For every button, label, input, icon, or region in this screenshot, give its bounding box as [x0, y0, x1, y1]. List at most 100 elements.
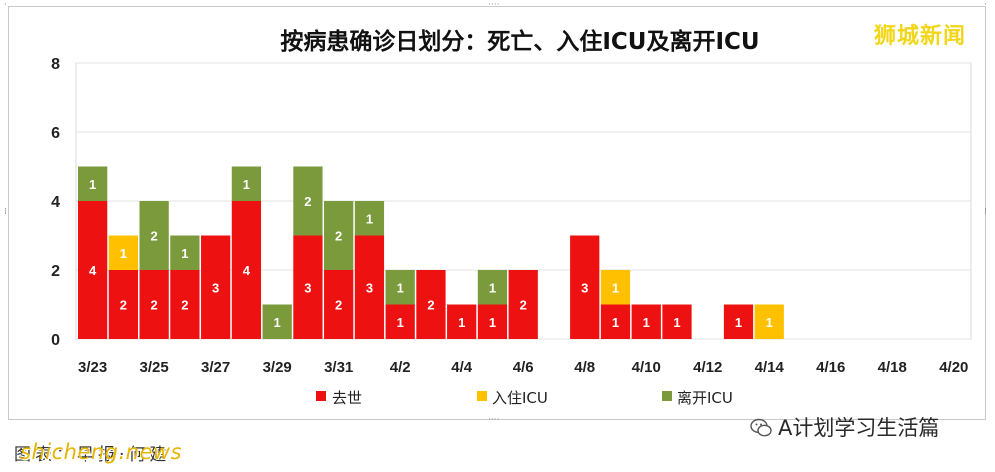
- data-label: 2: [181, 298, 188, 313]
- resize-handle-left[interactable]: ⁞: [4, 207, 7, 217]
- bar-segment: [324, 201, 354, 270]
- y-tick-label: 0: [51, 332, 60, 349]
- chart-frame: [8, 6, 986, 420]
- site-watermark: shicheng.news: [20, 440, 183, 464]
- x-tick-label: 3/29: [263, 359, 292, 376]
- data-label: 3: [366, 280, 373, 295]
- data-label: 1: [489, 315, 496, 330]
- data-label: 2: [304, 194, 311, 209]
- x-tick-label: 4/2: [390, 359, 411, 376]
- bar-segment: [385, 304, 415, 339]
- bar-segment: [293, 166, 323, 236]
- x-tick-label: 3/25: [140, 359, 169, 376]
- data-label: 2: [335, 298, 342, 313]
- resize-handle-right[interactable]: ⁞: [984, 207, 987, 217]
- bar-segment: [293, 235, 323, 339]
- bar-segment: [78, 201, 108, 339]
- brand-logo-text: 狮城新闻: [874, 23, 967, 49]
- bar-segment: [231, 201, 262, 339]
- data-label: 1: [766, 315, 773, 330]
- data-label: 3: [212, 280, 219, 295]
- data-label: 1: [274, 315, 281, 330]
- bar-segment: [600, 270, 631, 305]
- bar-segment: [354, 201, 385, 236]
- x-tick-label: 3/31: [324, 359, 353, 376]
- legend-label-icu-out: 离开ICU: [677, 389, 733, 407]
- bar-segment: [508, 270, 538, 339]
- x-tick-label: 4/4: [451, 359, 473, 376]
- x-tick-label: 4/6: [513, 359, 534, 376]
- data-label: 2: [120, 298, 127, 313]
- bar-segment: [477, 270, 508, 305]
- bar-segment: [416, 270, 446, 339]
- data-label: 2: [151, 229, 158, 244]
- bar-segment: [385, 270, 415, 305]
- data-label: 2: [520, 298, 527, 313]
- data-label: 1: [120, 246, 127, 261]
- legend-label-death: 去世: [332, 389, 363, 407]
- x-tick-label: 3/23: [78, 359, 107, 376]
- bar-segment: [662, 304, 692, 339]
- data-label: 2: [151, 298, 158, 313]
- chart-title: 按病患确诊日划分：死亡、入住ICU及离开ICU: [280, 29, 760, 55]
- data-label: 3: [304, 280, 311, 295]
- data-label: 1: [243, 177, 250, 192]
- data-label: 1: [612, 280, 619, 295]
- bar-segment: [231, 166, 262, 201]
- bar-segment: [139, 201, 169, 270]
- data-label: 1: [612, 315, 619, 330]
- bar-segment: [570, 235, 600, 339]
- bar-segment: [477, 304, 508, 339]
- bar-segment: [139, 270, 169, 339]
- x-tick-label: 3/27: [201, 359, 230, 376]
- data-label: 3: [581, 280, 588, 295]
- y-tick-label: 6: [51, 125, 60, 142]
- bar-segment: [631, 304, 661, 339]
- bar-segment: [170, 235, 200, 270]
- data-label: 2: [335, 229, 342, 244]
- bar-segment: [354, 235, 385, 339]
- resize-handle-top-right[interactable]: ·: [984, 0, 987, 10]
- data-label: 4: [243, 263, 251, 278]
- legend-swatch-icu-out: [662, 391, 672, 401]
- y-tick-label: 4: [51, 194, 60, 211]
- resize-handle-top-left[interactable]: ·: [4, 0, 7, 10]
- x-tick-label: 4/12: [693, 359, 722, 376]
- data-label: 1: [397, 280, 404, 295]
- bar-segment: [262, 304, 292, 339]
- y-tick-label: 8: [51, 56, 60, 73]
- chart-caption: 图表：早报·何建: [14, 445, 171, 465]
- data-label: 1: [458, 315, 465, 330]
- data-label: 1: [181, 246, 188, 261]
- legend-label-icu-in: 入住ICU: [492, 389, 548, 407]
- data-label: 1: [366, 211, 373, 226]
- bar-segment: [78, 166, 108, 201]
- data-label: 1: [397, 315, 404, 330]
- data-label: 1: [489, 280, 496, 295]
- data-label: 1: [89, 177, 96, 192]
- x-tick-label: 4/16: [816, 359, 845, 376]
- resize-handle-top[interactable]: ····: [488, 0, 500, 10]
- bar-segment: [324, 270, 354, 339]
- legend-swatch-death: [316, 391, 326, 401]
- bar-segment: [447, 304, 477, 339]
- bar-segment: [723, 304, 754, 339]
- data-label: 1: [673, 315, 680, 330]
- bar-segment: [170, 270, 200, 339]
- bar-segment: [108, 270, 139, 339]
- bar-segment: [600, 304, 631, 339]
- data-label: 1: [735, 315, 742, 330]
- resize-handle-bottom[interactable]: ····: [488, 415, 500, 425]
- legend-swatch-icu-in: [477, 391, 487, 401]
- x-tick-label: 4/18: [878, 359, 907, 376]
- x-tick-label: 4/14: [755, 359, 785, 376]
- x-tick-label: 4/8: [574, 359, 595, 376]
- x-tick-label: 4/20: [939, 359, 968, 376]
- bar-segment: [108, 235, 139, 270]
- data-label: 2: [427, 298, 434, 313]
- y-tick-label: 2: [51, 263, 60, 280]
- bar-segment: [201, 235, 231, 339]
- wechat-icon: [750, 418, 772, 437]
- x-tick-label: 4/10: [632, 359, 661, 376]
- wechat-account-name: A计划学习生活篇: [778, 416, 940, 440]
